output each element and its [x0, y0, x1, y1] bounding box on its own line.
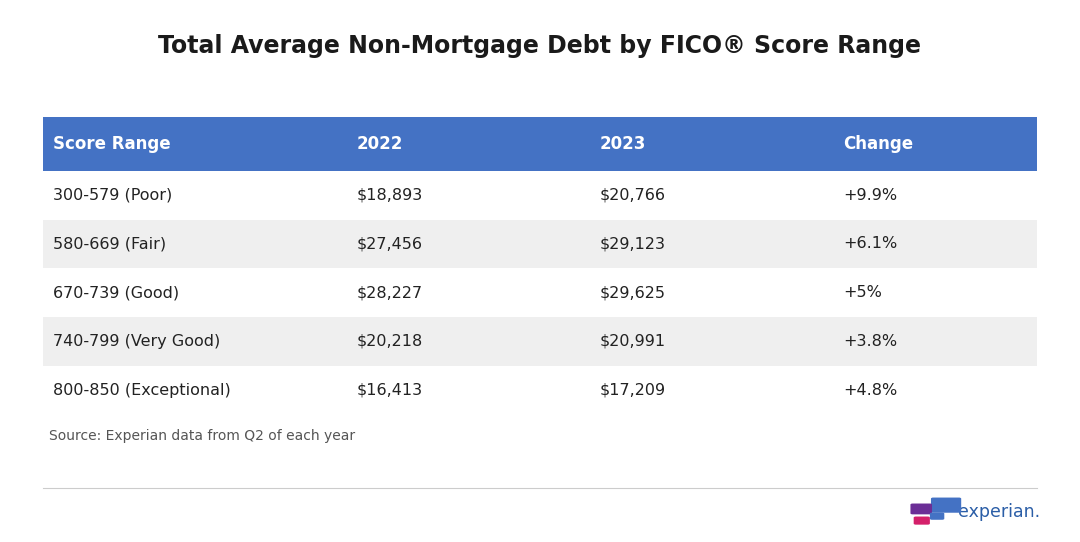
Text: $27,456: $27,456 [356, 236, 422, 251]
Bar [347, 171, 590, 220]
Bar [43, 268, 347, 317]
Bar [347, 317, 590, 366]
Bar [43, 220, 347, 268]
FancyBboxPatch shape [910, 504, 932, 514]
Bar [833, 117, 1037, 171]
Bar [833, 268, 1037, 317]
Text: $29,123: $29,123 [599, 236, 665, 251]
Text: +9.9%: +9.9% [843, 188, 897, 203]
Text: 740-799 (Very Good): 740-799 (Very Good) [53, 334, 220, 349]
Bar [833, 220, 1037, 268]
Text: experian.: experian. [958, 503, 1040, 521]
FancyBboxPatch shape [931, 498, 961, 513]
Bar [833, 171, 1037, 220]
Text: 800-850 (Exceptional): 800-850 (Exceptional) [53, 383, 231, 398]
Text: 300-579 (Poor): 300-579 (Poor) [53, 188, 173, 203]
Bar [833, 366, 1037, 415]
Bar [43, 171, 347, 220]
Text: Change: Change [843, 134, 914, 153]
Text: Total Average Non-Mortgage Debt by FICO® Score Range: Total Average Non-Mortgage Debt by FICO®… [159, 34, 921, 58]
Text: $20,766: $20,766 [599, 188, 665, 203]
Bar [347, 268, 590, 317]
Text: +5%: +5% [843, 285, 882, 300]
Bar [347, 117, 590, 171]
Bar [590, 366, 833, 415]
Text: $18,893: $18,893 [356, 188, 422, 203]
Bar [43, 117, 347, 171]
Text: $17,209: $17,209 [599, 383, 665, 398]
Text: 2023: 2023 [599, 134, 646, 153]
Text: Source: Experian data from Q2 of each year: Source: Experian data from Q2 of each ye… [49, 429, 354, 443]
Text: $16,413: $16,413 [356, 383, 422, 398]
Text: $29,625: $29,625 [599, 285, 665, 300]
Text: 2022: 2022 [356, 134, 403, 153]
Bar [347, 220, 590, 268]
Bar [590, 117, 833, 171]
FancyBboxPatch shape [914, 517, 930, 525]
Text: $28,227: $28,227 [356, 285, 422, 300]
Bar [590, 268, 833, 317]
Bar [590, 220, 833, 268]
Bar [590, 317, 833, 366]
Text: Score Range: Score Range [53, 134, 171, 153]
Bar [43, 317, 347, 366]
Text: 670-739 (Good): 670-739 (Good) [53, 285, 179, 300]
Text: +3.8%: +3.8% [843, 334, 897, 349]
Text: +6.1%: +6.1% [843, 236, 897, 251]
Bar [43, 366, 347, 415]
Text: +4.8%: +4.8% [843, 383, 897, 398]
Text: $20,218: $20,218 [356, 334, 422, 349]
Bar [347, 366, 590, 415]
Bar [590, 171, 833, 220]
Text: $20,991: $20,991 [599, 334, 665, 349]
Text: 580-669 (Fair): 580-669 (Fair) [53, 236, 166, 251]
Bar [833, 317, 1037, 366]
FancyBboxPatch shape [930, 513, 944, 520]
